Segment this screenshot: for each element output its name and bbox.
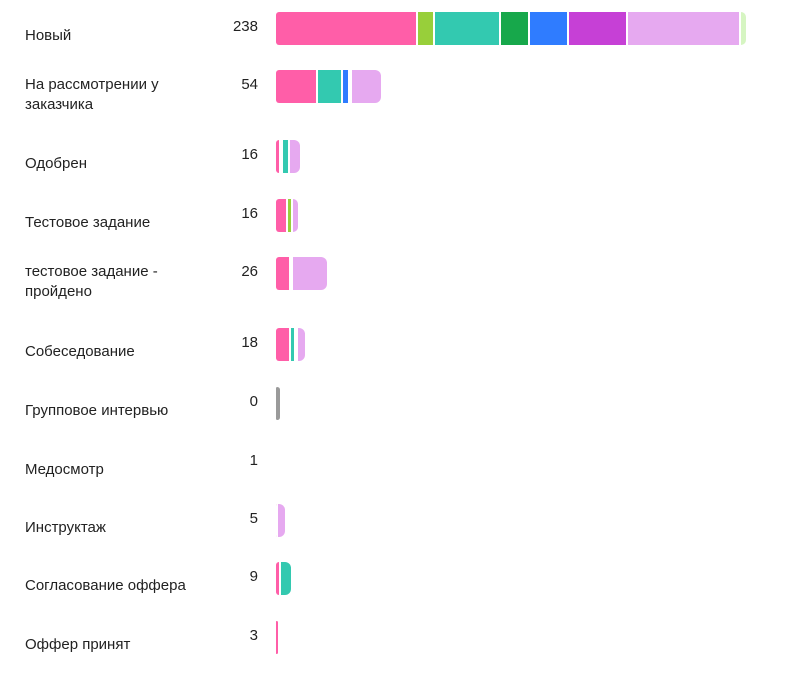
stage-label: Оффер принят: [25, 636, 131, 653]
funnel-stage-row[interactable]: Инструктаж 5: [0, 504, 807, 560]
funnel-stage-row[interactable]: Одобрен 16: [0, 140, 807, 196]
stage-bar[interactable]: [276, 12, 746, 45]
funnel-stage-row[interactable]: Оффер принят 3: [0, 621, 807, 677]
stage-label: тестовое задание - пройдено: [25, 263, 158, 300]
funnel-stage-row[interactable]: Медосмотр 1: [0, 446, 807, 502]
bar-segment[interactable]: [278, 504, 285, 537]
stage-bar[interactable]: [276, 140, 300, 173]
bar-segment[interactable]: [298, 328, 305, 361]
bar-segment[interactable]: [291, 328, 296, 361]
bar-segment[interactable]: [276, 504, 278, 537]
stage-bar[interactable]: [276, 387, 280, 420]
bar-segment[interactable]: [530, 12, 569, 45]
funnel-stage-row[interactable]: Собеседование 18: [0, 328, 807, 384]
bar-segment[interactable]: [276, 328, 291, 361]
bar-segment[interactable]: [276, 257, 291, 290]
bar-segment[interactable]: [276, 70, 318, 103]
bar-segment[interactable]: [276, 387, 280, 420]
funnel-stage-row[interactable]: Групповое интервью 0: [0, 387, 807, 443]
stage-count: 26: [241, 263, 258, 280]
bar-segment[interactable]: [435, 12, 501, 45]
stage-count: 3: [249, 627, 258, 644]
bar-segment[interactable]: [276, 199, 288, 232]
bar-segment[interactable]: [293, 257, 327, 290]
stage-label: Собеседование: [25, 343, 135, 360]
bar-segment[interactable]: [350, 70, 352, 103]
stage-label: Одобрен: [25, 155, 87, 172]
bar-segment[interactable]: [741, 12, 746, 45]
funnel-stage-row[interactable]: тестовое задание - пройдено 26: [0, 257, 807, 313]
funnel-stage-row[interactable]: Согласование оффера 9: [0, 562, 807, 618]
bar-segment[interactable]: [293, 199, 298, 232]
bar-segment[interactable]: [418, 12, 435, 45]
stage-label: Согласование оффера: [25, 577, 186, 594]
bar-segment[interactable]: [352, 70, 381, 103]
stage-bar[interactable]: [276, 621, 278, 654]
stage-count: 5: [249, 510, 258, 527]
stage-bar[interactable]: [276, 70, 381, 103]
stage-label: Инструктаж: [25, 519, 106, 536]
stage-count: 16: [241, 205, 258, 222]
stage-count: 16: [241, 146, 258, 163]
stage-label: Групповое интервью: [25, 402, 169, 419]
bar-segment[interactable]: [318, 70, 343, 103]
bar-segment[interactable]: [281, 562, 291, 595]
bar-segment[interactable]: [288, 199, 293, 232]
bar-segment[interactable]: [501, 12, 530, 45]
bar-segment[interactable]: [276, 12, 418, 45]
bar-segment[interactable]: [276, 562, 281, 595]
bar-segment[interactable]: [628, 12, 741, 45]
stage-count: 18: [241, 334, 258, 351]
stage-bar[interactable]: [276, 328, 305, 361]
bar-segment[interactable]: [283, 140, 290, 173]
stage-label: Тестовое задание: [25, 214, 151, 231]
stage-count: 54: [241, 76, 258, 93]
bar-segment[interactable]: [343, 70, 350, 103]
stage-label: На рассмотрении у заказчика: [25, 76, 159, 113]
bar-segment[interactable]: [296, 328, 298, 361]
stage-count: 1: [249, 452, 258, 469]
bar-segment[interactable]: [276, 621, 278, 654]
stage-label: Новый: [25, 27, 72, 44]
funnel-stage-row[interactable]: Тестовое задание 16: [0, 199, 807, 255]
stage-label: Медосмотр: [25, 461, 104, 478]
stage-bar[interactable]: [276, 199, 298, 232]
stage-count: 0: [249, 393, 258, 410]
stage-count: 238: [232, 18, 258, 35]
bar-segment[interactable]: [281, 140, 283, 173]
funnel-stage-row[interactable]: Новый 238: [0, 12, 807, 68]
stage-bar[interactable]: [276, 562, 291, 595]
stage-count: 9: [249, 568, 258, 585]
bar-segment[interactable]: [276, 140, 281, 173]
bar-segment[interactable]: [569, 12, 628, 45]
stage-bar[interactable]: [276, 504, 285, 537]
stage-bar[interactable]: [276, 257, 327, 290]
bar-segment[interactable]: [290, 140, 300, 173]
funnel-stage-row[interactable]: На рассмотрении у заказчика 54: [0, 70, 807, 126]
bar-segment[interactable]: [291, 257, 293, 290]
